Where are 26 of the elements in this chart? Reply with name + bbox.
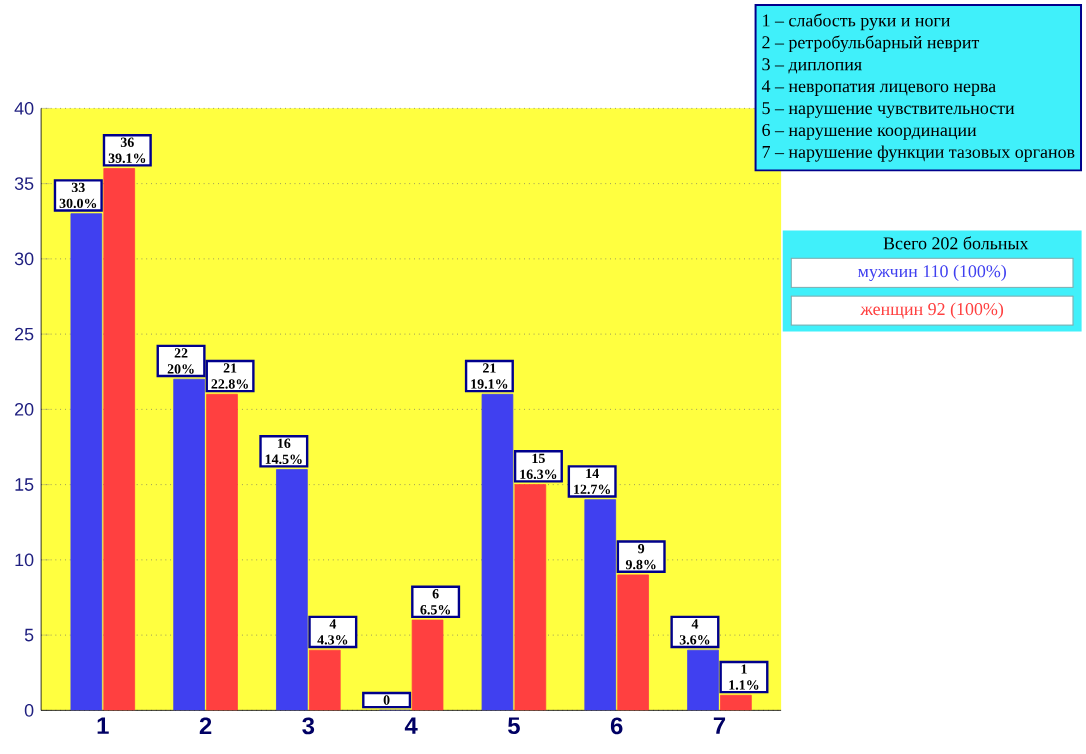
x-tick-label: 3 [302, 717, 315, 735]
y-tick-label: 10 [15, 553, 34, 567]
y-tick-label: 0 [24, 704, 34, 717]
text: 1 – слабость руки и ноги [763, 13, 950, 31]
x-tick-label: 1 [97, 717, 109, 734]
text: женщин 92 (100%) [860, 302, 1004, 319]
annotation: 7 – нарушение функции тазовых органов [762, 145, 1075, 162]
x-tick-label: 4 [404, 717, 418, 734]
y-tick-label: 40 [14, 102, 34, 115]
legend-title: Всего 202 больных [883, 236, 1029, 250]
x-tick-label: 7 [713, 717, 726, 734]
x-tick-label: 5 [508, 717, 520, 735]
x-tick-label: 2 [199, 717, 212, 735]
text: 3 – диплопия [762, 58, 862, 74]
text: 2 – ретробульбарный неврит [762, 35, 980, 53]
annotation: 6 – нарушение координации [762, 124, 977, 140]
y-tick-label: 15 [15, 478, 34, 491]
y-tick-label: 25 [15, 327, 34, 341]
x-tick-label: 6 [610, 717, 623, 735]
annotation: 5 – нарушение чувствительности [762, 102, 1015, 118]
text: 4 – невропатия лицевого нерва [761, 80, 996, 96]
y-tick-label: 5 [24, 628, 34, 642]
y-tick-label: 35 [14, 177, 34, 190]
y-tick-label: 30 [14, 252, 34, 266]
y-tick-label: 20 [15, 403, 34, 416]
text: мужчин 110 (100%) [857, 264, 1006, 281]
